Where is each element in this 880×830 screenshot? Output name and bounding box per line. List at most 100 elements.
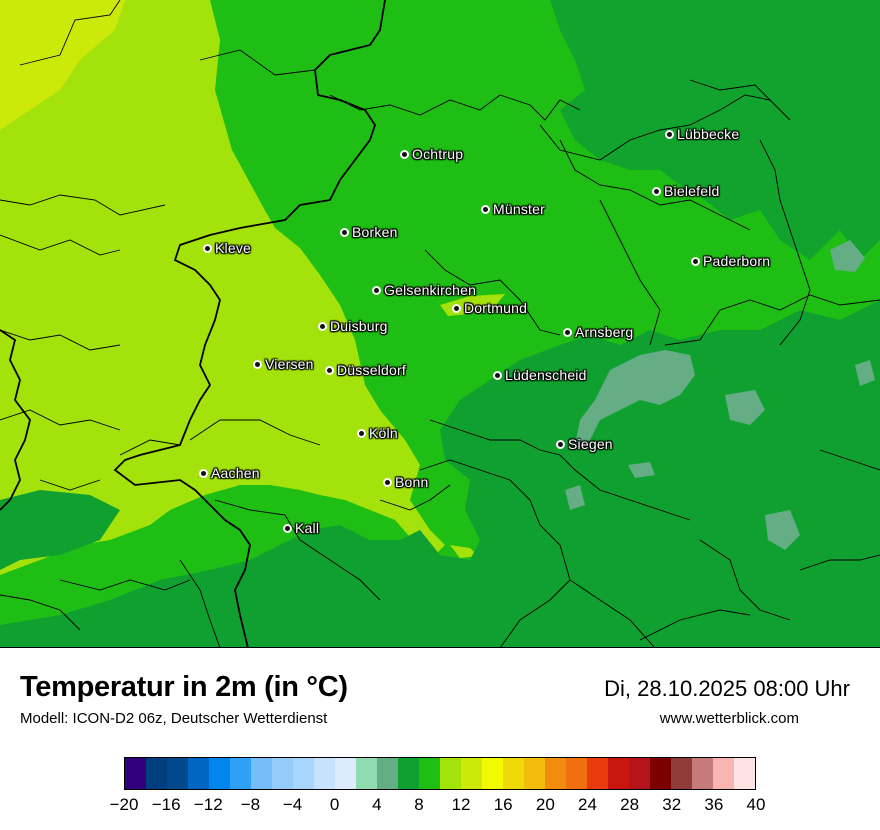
city-dot-icon [452, 303, 461, 313]
color-scale-segment [440, 758, 461, 789]
color-scale-tick-label: −8 [240, 795, 261, 814]
color-scale-segment [587, 758, 608, 789]
color-scale-segment [671, 758, 692, 789]
city-dot-icon [203, 243, 212, 253]
color-scale-segment [167, 758, 188, 789]
city-marker: Ochtrup [400, 144, 463, 164]
color-scale-segment [503, 758, 524, 789]
city-dot-icon [493, 370, 502, 380]
color-scale-tick-label: 24 [577, 795, 597, 814]
city-dot-icon [481, 204, 490, 214]
map-canvas [0, 0, 880, 647]
city-marker: Borken [340, 222, 398, 242]
color-scale [124, 757, 756, 790]
color-scale-tick-label: −16 [151, 795, 181, 814]
temp-field-darkgreen [0, 490, 120, 570]
temp-field-lightgreen [0, 0, 445, 575]
city-marker: Bonn [383, 472, 429, 492]
city-dot-icon [556, 439, 565, 449]
website-link[interactable]: www.wetterblick.com [659, 710, 799, 727]
color-scale-ticks: −20 −16 −12 −8 −4 0 4 8 12 16 20 24 28 32 36 40 [110, 795, 766, 817]
city-marker: Siegen [556, 434, 613, 454]
city-label: Gelsenkirchen [384, 282, 477, 298]
city-dot-icon [357, 428, 366, 438]
national-border [0, 329, 31, 511]
city-dot-icon [383, 477, 392, 487]
national-border [113, 0, 386, 647]
color-scale-tick-label: 40 [746, 795, 766, 814]
city-label: Siegen [568, 436, 613, 452]
city-marker: Lüdenscheid [493, 365, 587, 385]
temp-field-cool [765, 510, 800, 550]
color-scale-segment [629, 758, 650, 789]
city-label: Aachen [211, 465, 260, 481]
temp-field-patch [450, 545, 478, 558]
city-marker: Bielefeld [652, 181, 720, 201]
city-label: Kall [295, 520, 320, 536]
color-scale-segment [524, 758, 545, 789]
city-marker: Aachen [199, 463, 260, 483]
color-scale-tick-label: 4 [372, 795, 382, 814]
temp-field-cool [628, 462, 655, 478]
color-scale-tick-label: −12 [193, 795, 223, 814]
city-marker: Düsseldorf [325, 360, 406, 380]
color-scale-segment [398, 758, 419, 789]
city-dot-icon [340, 227, 349, 237]
city-marker: Kleve [203, 238, 251, 258]
color-scale-segment [482, 758, 503, 789]
color-scale-tick-label: 36 [704, 795, 724, 814]
color-scale-segment [230, 758, 251, 789]
district-boundaries [0, 0, 880, 647]
color-scale-segment [293, 758, 314, 789]
color-scale-segment [125, 758, 146, 789]
city-dot-icon [325, 365, 334, 375]
temp-field-cool [565, 485, 585, 510]
city-marker: Gelsenkirchen [372, 280, 476, 300]
color-scale-segment [314, 758, 335, 789]
city-marker: Dortmund [452, 298, 527, 318]
city-marker: Köln [357, 423, 398, 443]
city-label: Duisburg [330, 318, 388, 334]
city-label: Borken [352, 224, 398, 240]
color-scale-segment [692, 758, 713, 789]
city-label: Paderborn [703, 253, 771, 269]
model-source: Modell: ICON-D2 06z, Deutscher Wetterdie… [20, 710, 328, 727]
color-scale-tick-label: 16 [493, 795, 513, 814]
city-dot-icon [372, 285, 381, 295]
color-scale-segment [650, 758, 671, 789]
city-dot-icon [199, 468, 208, 478]
city-dot-icon [652, 186, 661, 196]
city-marker: Lübbecke [665, 124, 739, 144]
city-marker: Paderborn [691, 251, 770, 271]
city-label: Münster [493, 201, 545, 217]
color-scale-tick-label: 8 [414, 795, 424, 814]
map-title: Temperatur in 2m (in °C) [20, 671, 348, 703]
color-scale-tick-label: 28 [620, 795, 640, 814]
city-dot-icon [253, 359, 262, 369]
city-label: Lübbecke [677, 126, 740, 142]
temp-field-darkgreen [550, 0, 880, 260]
temp-field-cool [575, 350, 695, 445]
color-scale-tick-label: 0 [329, 795, 340, 814]
color-scale-segment [377, 758, 398, 789]
city-marker: Duisburg [318, 316, 388, 336]
city-marker: Arnsberg [563, 322, 633, 342]
city-dot-icon [691, 256, 700, 266]
forecast-datetime: Di, 28.10.2025 08:00 Uhr [604, 676, 850, 701]
city-marker: Kall [283, 518, 319, 538]
city-label: Bielefeld [664, 183, 720, 199]
color-scale-segment [461, 758, 482, 789]
city-marker: Viersen [253, 354, 314, 374]
temp-field-yellowgreen [0, 0, 125, 130]
color-scale-segment [419, 758, 440, 789]
temperature-map: Lübbecke Ochtrup Bielefeld Münster Kleve… [0, 0, 880, 648]
color-scale-tick-label: −4 [282, 795, 303, 814]
color-scale-segment [335, 758, 356, 789]
color-scale-segment [545, 758, 566, 789]
temp-field-cool [725, 390, 765, 425]
temp-field-cool [830, 240, 865, 272]
color-scale-segment [272, 758, 293, 789]
city-dot-icon [318, 321, 327, 331]
city-label: Ochtrup [412, 146, 464, 162]
city-label: Bonn [395, 474, 429, 490]
